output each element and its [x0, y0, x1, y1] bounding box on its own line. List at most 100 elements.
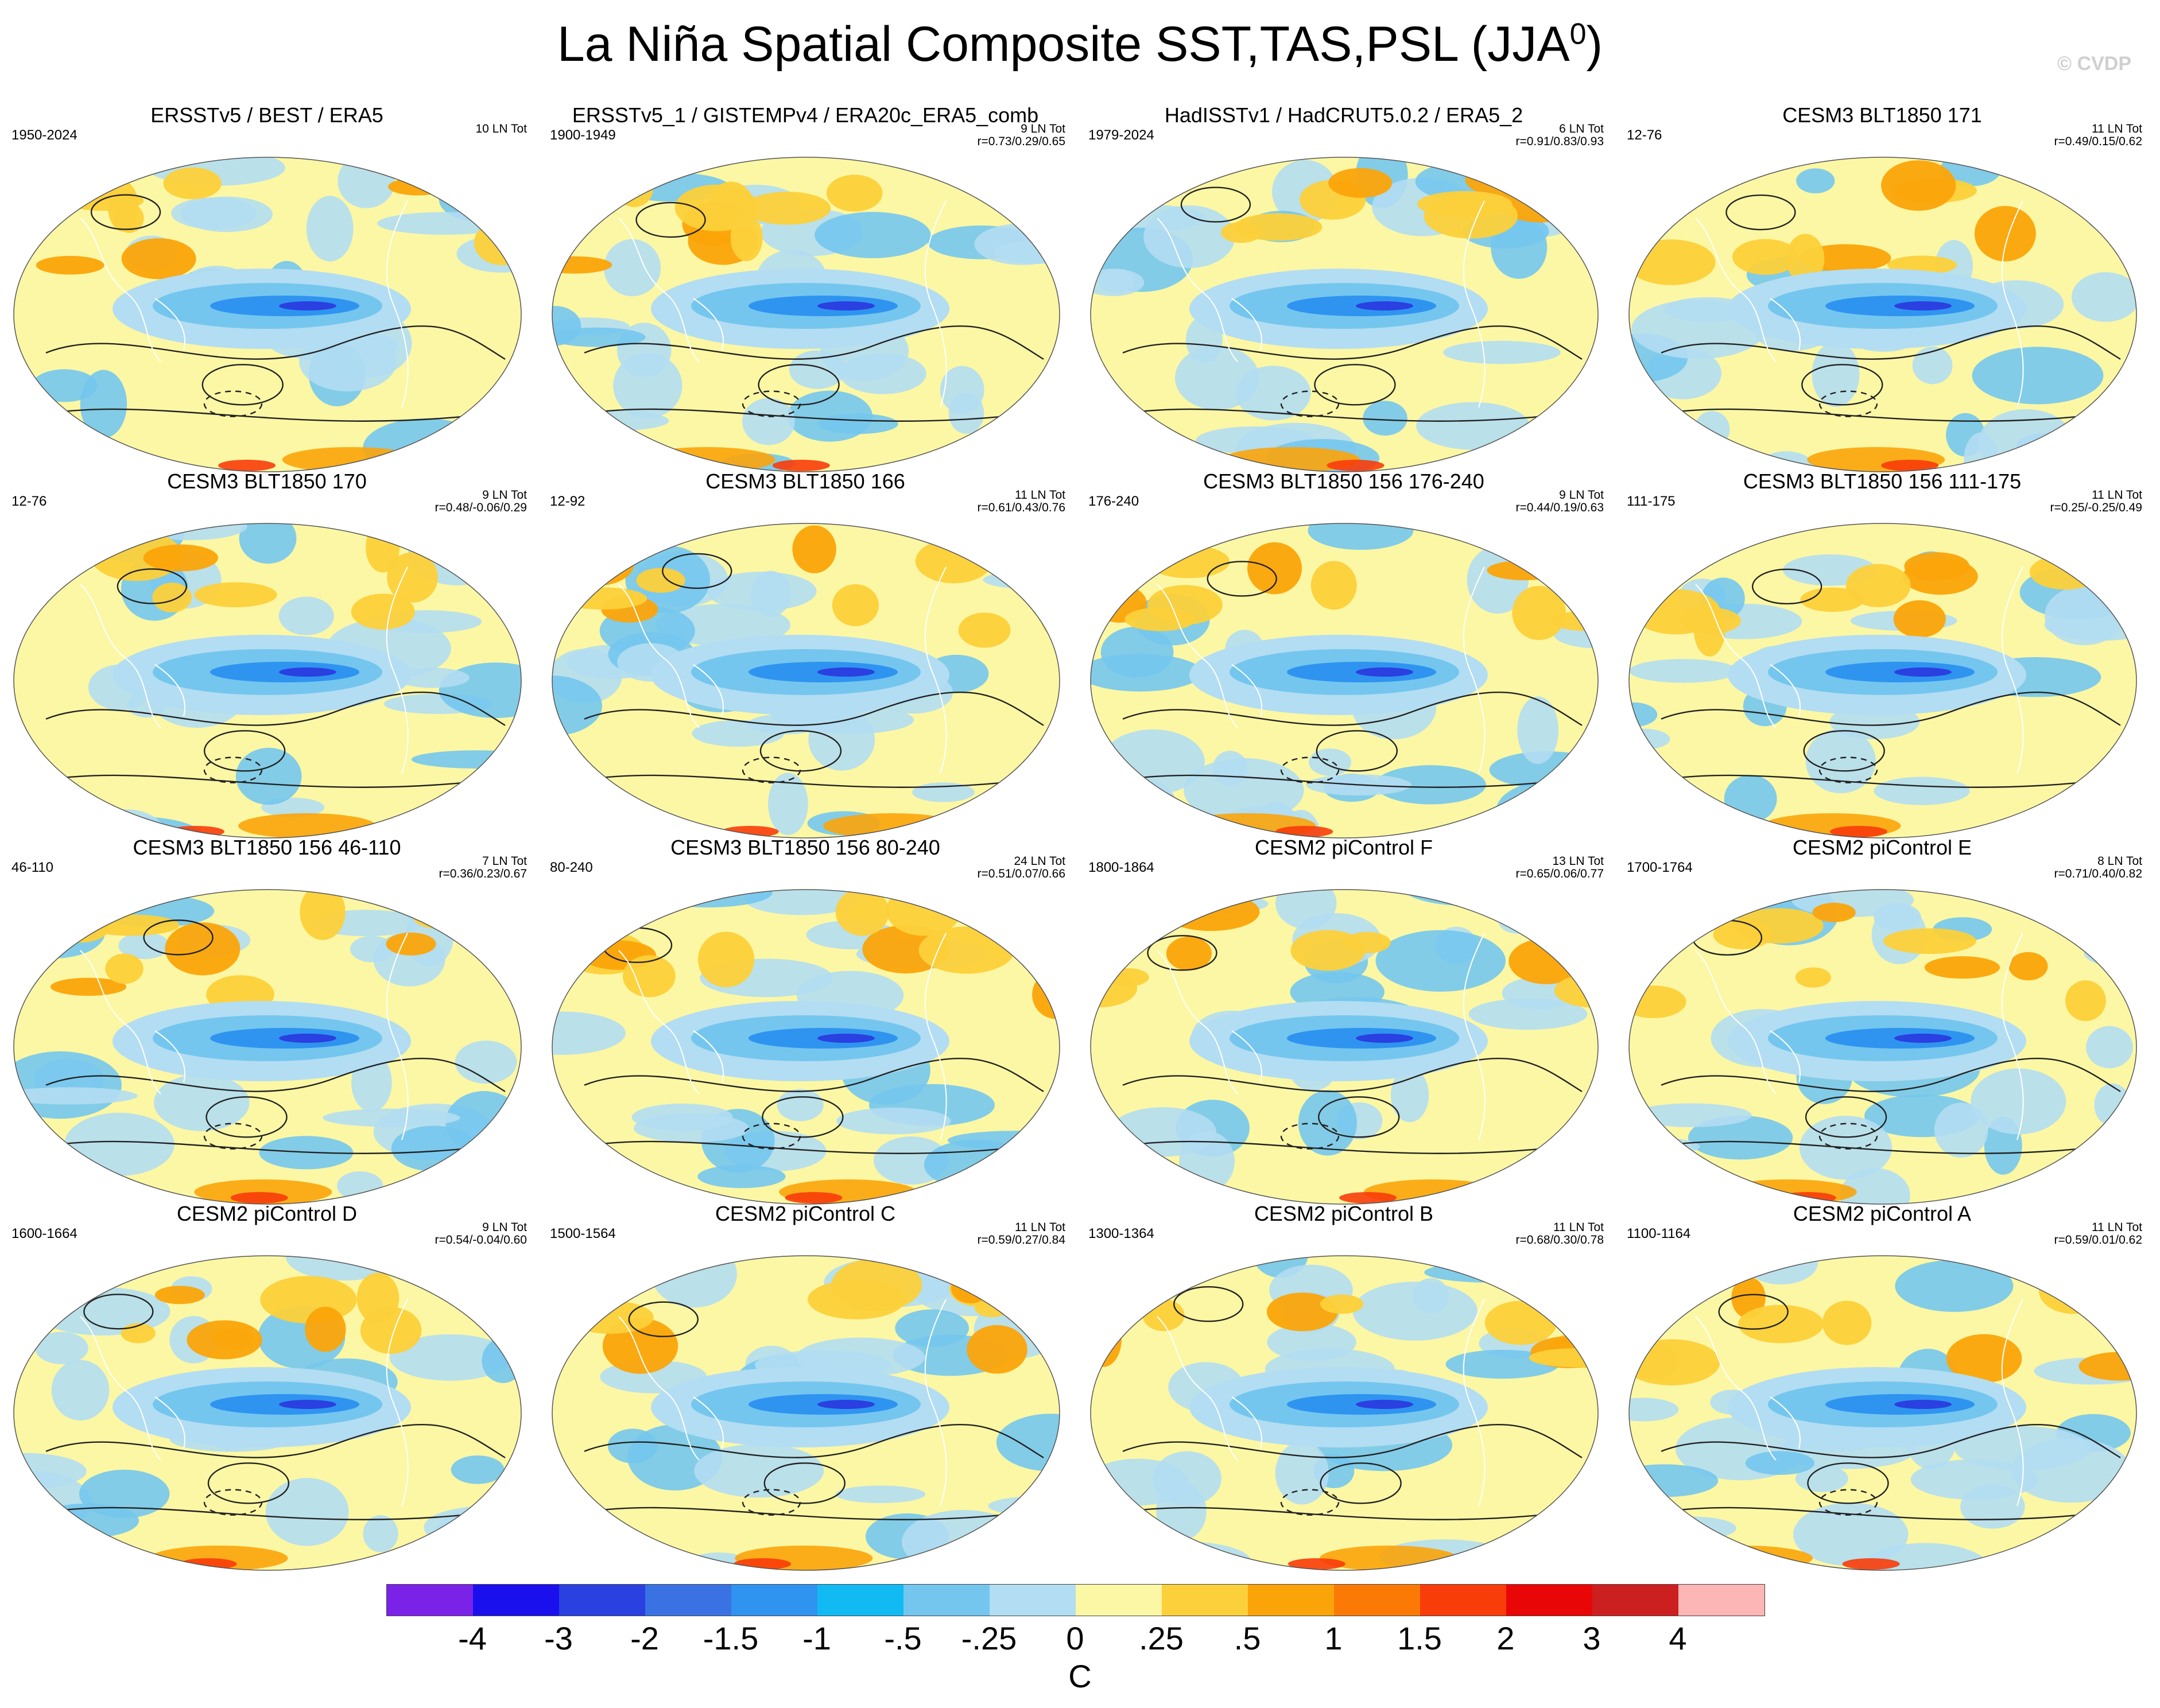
- panel-title: CESM3 BLT1850 166: [705, 469, 905, 493]
- robinson-map: [1090, 889, 1599, 1205]
- panel-event-info: 7 LN Tot r=0.36/0.23/0.67: [439, 855, 527, 880]
- psl-contours: [28, 919, 517, 1154]
- colorbar-tick-label: -.5: [884, 1620, 922, 1656]
- panel-pattern-correlation: r=0.36/0.23/0.67: [439, 867, 527, 880]
- title-close: ): [1586, 17, 1603, 72]
- anomaly-field: [1629, 157, 2136, 472]
- panel-pattern-correlation: r=0.71/0.40/0.82: [2054, 867, 2142, 880]
- map-panel: ERSSTv5_1 / GISTEMPv4 / ERA20c_ERA5_comb…: [538, 103, 1072, 472]
- panel-period: 1950-2024: [11, 127, 77, 143]
- panel-title: CESM2 piControl B: [1254, 1202, 1434, 1225]
- anomaly-field: [552, 523, 1060, 838]
- panel-event-count: 9 LN Tot: [482, 1221, 527, 1234]
- robinson-map: [13, 523, 522, 839]
- psl-contours: [28, 1294, 517, 1520]
- map-panel: CESM2 piControl D 1600-1664 9 LN Tot r=0.54…: [0, 1202, 534, 1571]
- psl-contours: [1643, 194, 2132, 422]
- colorbar-swatch: [1162, 1585, 1248, 1616]
- colorbar-tick-label: 0: [1066, 1620, 1084, 1656]
- panel-title: ERSSTv5 / BEST / ERA5: [150, 103, 383, 127]
- panel-period: 12-76: [11, 494, 47, 509]
- panel-event-info: 11 LN Tot r=0.59/0.27/0.84: [977, 1221, 1065, 1247]
- psl-contours: [567, 553, 1056, 788]
- panel-pattern-correlation: r=0.25/-0.25/0.49: [2050, 501, 2142, 514]
- coastlines: [80, 200, 409, 408]
- panel-event-info: 10 LN Tot: [475, 123, 527, 135]
- panel-title: CESM2 piControl C: [715, 1202, 896, 1225]
- colorbar-swatch: [1076, 1585, 1162, 1616]
- coastlines: [1157, 933, 1486, 1140]
- panel-title: CESM3 BLT1850 156 46-110: [133, 836, 401, 859]
- panel-event-count: 9 LN Tot: [1021, 122, 1065, 135]
- robinson-map: [1090, 523, 1599, 839]
- robinson-map: [1628, 1255, 2137, 1571]
- panel-event-info: 9 LN Tot r=0.73/0.29/0.65: [977, 123, 1065, 148]
- panel-period: 1300-1364: [1088, 1226, 1154, 1241]
- colorbar-ticks: -4 -3 -2 -1.5 -1 -.5 -.25 0 .25 .5 1 1.5 2 3 4: [0, 1620, 2160, 1660]
- colorbar-tick-label: -.25: [961, 1620, 1017, 1656]
- colorbar-tick-label: -1: [802, 1620, 831, 1656]
- colorbar-swatch: [559, 1585, 645, 1616]
- colorbar-swatch: [645, 1585, 731, 1616]
- panel-event-count: 10 LN Tot: [475, 122, 527, 135]
- coastlines: [1695, 933, 2024, 1140]
- panel-event-count: 13 LN Tot: [1552, 855, 1604, 868]
- panel-event-count: 11 LN Tot: [1015, 1221, 1065, 1234]
- panel-period: 1600-1664: [11, 1226, 77, 1241]
- panel-event-info: 13 LN Tot r=0.65/0.06/0.77: [1515, 855, 1604, 880]
- robinson-map: [1090, 1255, 1599, 1571]
- figure-title: La Niña Spatial Composite SST,TAS,PSL (J…: [0, 16, 2160, 73]
- anomaly-field: [1091, 1256, 1598, 1570]
- psl-contours: [28, 194, 517, 422]
- coastlines: [1695, 566, 2024, 774]
- robinson-map: [552, 157, 1060, 472]
- panel-pattern-correlation: r=0.54/-0.04/0.60: [435, 1233, 527, 1247]
- panel-event-info: 11 LN Tot r=0.49/0.15/0.62: [2054, 123, 2142, 148]
- panel-period: 1100-1164: [1627, 1226, 1691, 1241]
- robinson-map: [13, 1255, 522, 1571]
- coastlines: [618, 200, 947, 408]
- panel-period: 1979-2024: [1088, 127, 1154, 143]
- psl-contours: [1105, 1286, 1594, 1520]
- panel-period: 12-92: [550, 494, 585, 509]
- map-panel: CESM2 piControl B 1300-1364 11 LN Tot r=0.6…: [1077, 1202, 1611, 1571]
- psl-contours: [1643, 1294, 2132, 1520]
- panel-period: 1500-1564: [550, 1226, 616, 1241]
- robinson-map: [1628, 523, 2137, 839]
- map-panel: CESM3 BLT1850 156 111-175 111-175 11 LN To…: [1615, 469, 2149, 839]
- colorbar-swatch: [1248, 1585, 1334, 1616]
- colorbar-tick-label: 1: [1324, 1620, 1343, 1656]
- colorbar-tick-label: -2: [630, 1620, 659, 1656]
- panel-event-info: 9 LN Tot r=0.44/0.19/0.63: [1515, 489, 1604, 514]
- coastlines: [1157, 566, 1486, 774]
- colorbar-tick-label: .5: [1234, 1620, 1261, 1656]
- psl-contours: [567, 927, 1056, 1154]
- panel-title: CESM2 piControl A: [1793, 1202, 1972, 1225]
- coastlines: [618, 933, 947, 1140]
- colorbar-tick-label: -4: [458, 1620, 487, 1656]
- map-panel: CESM2 piControl E 1700-1764 8 LN Tot r=0.71…: [1615, 836, 2149, 1205]
- map-panel: CESM2 piControl F 1800-1864 13 LN Tot r=0.6…: [1077, 836, 1611, 1205]
- map-panel: CESM3 BLT1850 171 12-76 11 LN Tot r=0.49/0.…: [1615, 103, 2149, 472]
- map-panel: CESM3 BLT1850 170 12-76 9 LN Tot r=0.48/-0.…: [0, 469, 534, 839]
- robinson-map: [552, 523, 1060, 839]
- panel-title: CESM3 BLT1850 170: [167, 469, 367, 493]
- map-panel: CESM3 BLT1850 156 176-240 176-240 9 LN Tot…: [1077, 469, 1611, 839]
- panel-pattern-correlation: r=0.91/0.83/0.93: [1515, 135, 1604, 148]
- panel-event-info: 9 LN Tot r=0.48/-0.06/0.29: [435, 489, 527, 514]
- map-panel: CESM2 piControl C 1500-1564 11 LN Tot r=0.5…: [538, 1202, 1072, 1571]
- panel-event-info: 8 LN Tot r=0.71/0.40/0.82: [2054, 855, 2142, 880]
- panel-pattern-correlation: r=0.51/0.07/0.66: [977, 867, 1065, 880]
- panel-period: 1800-1864: [1088, 860, 1154, 875]
- psl-contours: [1105, 187, 1594, 422]
- panel-title: CESM3 BLT1850 156 176-240: [1203, 469, 1484, 493]
- panel-pattern-correlation: r=0.48/-0.06/0.29: [435, 501, 527, 514]
- psl-contours: [567, 1301, 1056, 1520]
- colorbar-tick-label: 1.5: [1397, 1620, 1442, 1656]
- colorbar-swatch: [473, 1585, 559, 1616]
- panel-pattern-correlation: r=0.61/0.43/0.76: [977, 501, 1065, 514]
- map-panel: CESM2 piControl A 1100-1164 11 LN Tot r=0.5…: [1615, 1202, 2149, 1571]
- panel-pattern-correlation: r=0.59/0.27/0.84: [977, 1233, 1065, 1247]
- coastlines: [80, 1299, 409, 1507]
- robinson-map: [1090, 157, 1599, 472]
